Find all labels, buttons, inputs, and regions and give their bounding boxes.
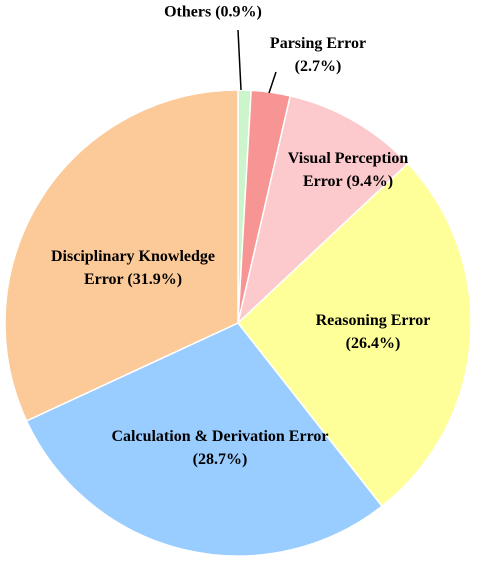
pie-slice xyxy=(25,322,384,557)
leader-line xyxy=(268,71,277,94)
pie-slice xyxy=(236,95,409,326)
slice-label: Disciplinary Knowledge Error (31.9%) xyxy=(50,248,215,288)
slice-label: Reasoning Error (26.4%) xyxy=(315,312,431,352)
pie-slice xyxy=(236,162,472,508)
leader-line xyxy=(237,29,242,91)
slice-label: Calculation & Derivation Error (28.7%) xyxy=(111,428,329,468)
pie-slice xyxy=(4,89,239,422)
slice-label: Visual Perception Error (9.4%) xyxy=(287,150,409,190)
slice-label: Others (0.9%) xyxy=(164,3,262,21)
slice-label: Parsing Error (2.7%) xyxy=(269,35,367,75)
